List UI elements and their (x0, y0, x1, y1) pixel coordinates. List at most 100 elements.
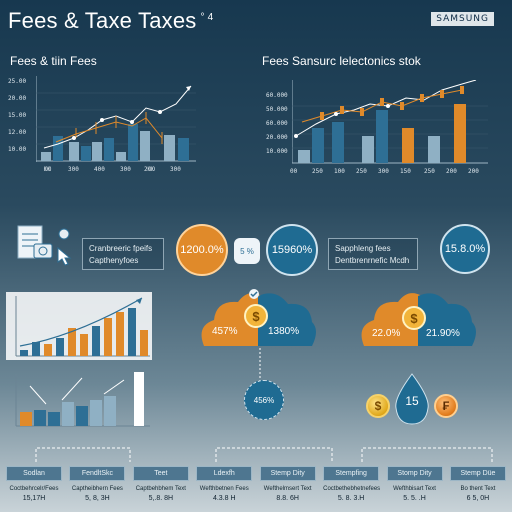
right-xtick: 100 (334, 168, 345, 175)
fee-card-value: 5. 8. 3.H (337, 495, 365, 502)
left-xtick: 300 (120, 166, 131, 173)
page-title: Fees & Taxe Taxes ° 4 (8, 8, 213, 34)
blue-percent-value: 15960% (271, 244, 313, 256)
left-xtick: 400 (94, 166, 105, 173)
left-ytick: 20.00 (8, 95, 27, 102)
right-cloud-blue-value: 21.90% (426, 328, 460, 339)
right-xtick: 300 (378, 168, 389, 175)
fee-card-label: Stemp Dity (259, 466, 316, 481)
drop-value: 15 (405, 394, 419, 408)
right-bar (376, 110, 388, 163)
brand-logo: SAMSUNG (431, 12, 494, 26)
fee-card-label: Stemp Düe (449, 466, 506, 481)
right-xtick: 200 (468, 168, 479, 175)
right-chart-yaxis: 60.000 50.000 60.000 20.000 10.000 (266, 92, 292, 162)
page-title-superscript: ° 4 (200, 11, 214, 23)
blue-percent-circle: 15960% (266, 224, 318, 276)
left-bar (128, 124, 138, 161)
right-bar (298, 150, 310, 163)
left-bar (164, 135, 175, 161)
left-chart-yaxis: 25.00 20.00 15.00 12.00 10.00 (8, 78, 34, 160)
small-percent-value: 456% (253, 395, 275, 405)
fee-card-sub: Coctbehrcelr/Fees (9, 486, 59, 492)
fee-card[interactable]: FendltSkc Captheibhern Fees 5, 8, 3H (69, 466, 126, 502)
right-ytick: 60.000 (266, 92, 288, 99)
dollar-coin-icon: $ (366, 394, 390, 418)
lower-left-chart-bottom (15, 372, 150, 427)
right-xtick: 200 (446, 168, 457, 175)
right-percent-value: 15.8.0% (444, 243, 486, 255)
left-ytick: 25.00 (8, 78, 27, 85)
fee-card-sub: Wefthbetnen Fees (199, 486, 249, 492)
note-left: Cranbreeric fpeifs Capthenyfoes (82, 238, 164, 270)
fee-card-value: 8.8. 6H (276, 495, 299, 502)
left-bar (53, 136, 63, 161)
lower-left-chart-top (6, 292, 152, 360)
small-percent-circle: 456% (244, 380, 284, 420)
fee-card[interactable]: Ldexfh Wefthbetnen Fees 4.3.8 H (196, 466, 253, 502)
left-xtick: 300 (68, 166, 79, 173)
right-ytick: 20.000 (266, 134, 288, 141)
left-bar (81, 146, 91, 161)
left-xtick: 2ЮЮ (144, 166, 155, 173)
fee-card-sub: Captheibhern Fees (71, 486, 123, 492)
fee-card-label: FendltSkc (69, 466, 126, 481)
fee-card-sub: Wefthbisart Text (393, 486, 436, 492)
fee-card-label: Sodlan (6, 466, 62, 481)
fee-card[interactable]: Teet Captbehbhem Text 5,.8. 8H (132, 466, 189, 502)
fee-card-sub: Coctbethebhetnefees (323, 486, 381, 492)
fee-card-value: 6 5, 0H (466, 495, 490, 502)
orange-percent-circle: 1200.0% (176, 224, 228, 276)
right-bar (312, 128, 324, 163)
fee-card[interactable]: Stempfing Coctbethebhetnefees 5. 8. 3.H (323, 466, 381, 502)
fee-card-value: 15,17H (22, 495, 46, 502)
right-ytick: 50.000 (266, 106, 288, 113)
card-connectors (35, 447, 493, 462)
left-cloud-orange-value: 457% (212, 326, 238, 337)
right-cloud-orange-value: 22.0% (372, 328, 401, 339)
right-bar (402, 128, 414, 163)
drop-icon (395, 373, 429, 425)
right-ytick: 10.000 (266, 148, 288, 155)
note-right-line: Sapphleng fees (335, 244, 391, 253)
right-bar (362, 136, 374, 163)
svg-text:$: $ (252, 309, 260, 324)
right-percent-circle: 15.8.0% (440, 224, 490, 274)
right-chart-title: Fees Sansurc lelectonics stok (262, 54, 421, 68)
right-bar (454, 104, 466, 163)
left-bar (140, 131, 150, 161)
fee-card-sub: Bo thent Text (460, 486, 496, 492)
fee-card-sub: Captbehbhem Text (135, 486, 186, 492)
right-xtick: 250 (424, 168, 435, 175)
fee-card-label: Teet (132, 466, 189, 481)
left-bar (69, 142, 79, 161)
fee-card-label: Stempfing (323, 466, 380, 481)
franc-coin-icon: ₣ (434, 394, 458, 418)
fee-card-sub: Wefthelmsert Text (263, 486, 312, 492)
right-chart-plot (292, 80, 488, 164)
left-xtick: 300 (170, 166, 181, 173)
right-xtick: 150 (400, 168, 411, 175)
note-right: Sapphleng fees Dentbrenrnefic Mcdh (328, 238, 418, 270)
left-chart-title: Fees & tiin Fees (10, 54, 97, 68)
right-xtick: 250 (356, 168, 367, 175)
right-bar (332, 122, 344, 163)
franc-coin-symbol: ₣ (442, 399, 450, 413)
right-cloud-graphic: $ (361, 293, 476, 346)
fee-card[interactable]: Stomp Dity Wefthbisart Text 5. 5. .H (386, 466, 443, 502)
calculator-icon: 5 % (234, 238, 260, 264)
fee-card-value: 5,.8. 8H (148, 495, 174, 502)
left-bar (41, 152, 51, 161)
left-chart-xaxis: ЮЮ 300 400 300 2ЮЮ 300 (40, 166, 200, 176)
right-xtick: 250 (312, 168, 323, 175)
left-bar (178, 138, 189, 161)
left-cloud-blue-value: 1380% (268, 326, 300, 337)
fee-card[interactable]: Stemp Düe Bo thent Text 6 5, 0H (449, 466, 506, 502)
left-bar (116, 152, 126, 161)
fee-card[interactable]: Stemp Dity Wefthelmsert Text 8.8. 6H (259, 466, 316, 502)
left-ytick: 12.00 (8, 129, 27, 136)
right-xtick: 00 (290, 168, 298, 175)
fee-card[interactable]: Sodlan Coctbehrcelr/Fees 15,17H (6, 466, 62, 502)
connector-lines (259, 348, 261, 382)
fee-card-value: 5. 5. .H (403, 495, 426, 502)
